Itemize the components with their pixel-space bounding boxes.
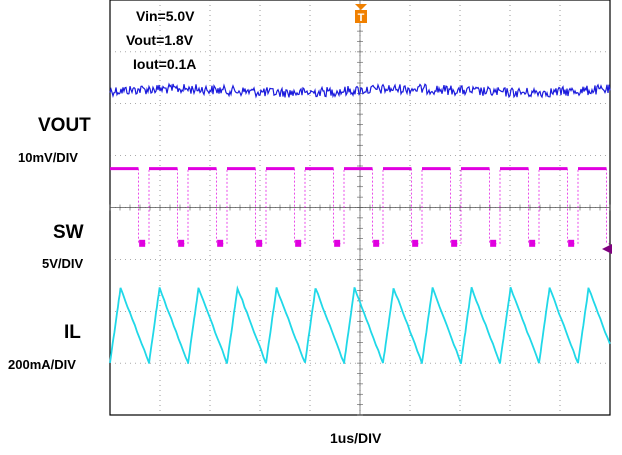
trace-sw [110,167,610,247]
grid [109,0,611,416]
sw-ringing-blob [568,239,575,247]
trigger-marker-box [355,10,367,23]
sw-ringing-blob [529,239,536,247]
sw-ringing-blob [256,239,263,247]
trace-il [109,285,611,365]
trigger-marker: T [355,4,367,24]
condition-vin: Vin=5.0V [136,8,195,24]
sw-ringing-blob [373,239,380,247]
channel-name-il: IL [64,322,81,343]
sw-ringing-blob [334,239,341,247]
reference-level-marker [602,244,612,254]
channel-scale-il: 200mA/DIV [8,357,76,372]
condition-iout: Iout=0.1A [133,56,197,72]
trigger-marker-letter: T [358,12,365,24]
trigger-marker-arrow [355,4,367,10]
trace-vout [109,82,611,99]
timebase-label: 1us/DIV [330,430,382,446]
sw-ringing-blob [178,239,185,247]
sw-ringing-blob [490,239,497,247]
sw-ringing-blob [451,239,458,247]
channel-name-sw: SW [53,222,84,243]
channel-scale-sw: 5V/DIV [42,256,84,271]
traces [109,82,611,365]
channel-scale-vout: 10mV/DIV [18,150,78,165]
sw-ringing-blob [295,239,302,247]
sw-ringing-blob [217,239,224,247]
channel-name-vout: VOUT [38,115,91,136]
sw-ringing-blob [412,239,419,247]
condition-vout: Vout=1.8V [126,32,194,48]
sw-ringing-blob [139,239,146,247]
